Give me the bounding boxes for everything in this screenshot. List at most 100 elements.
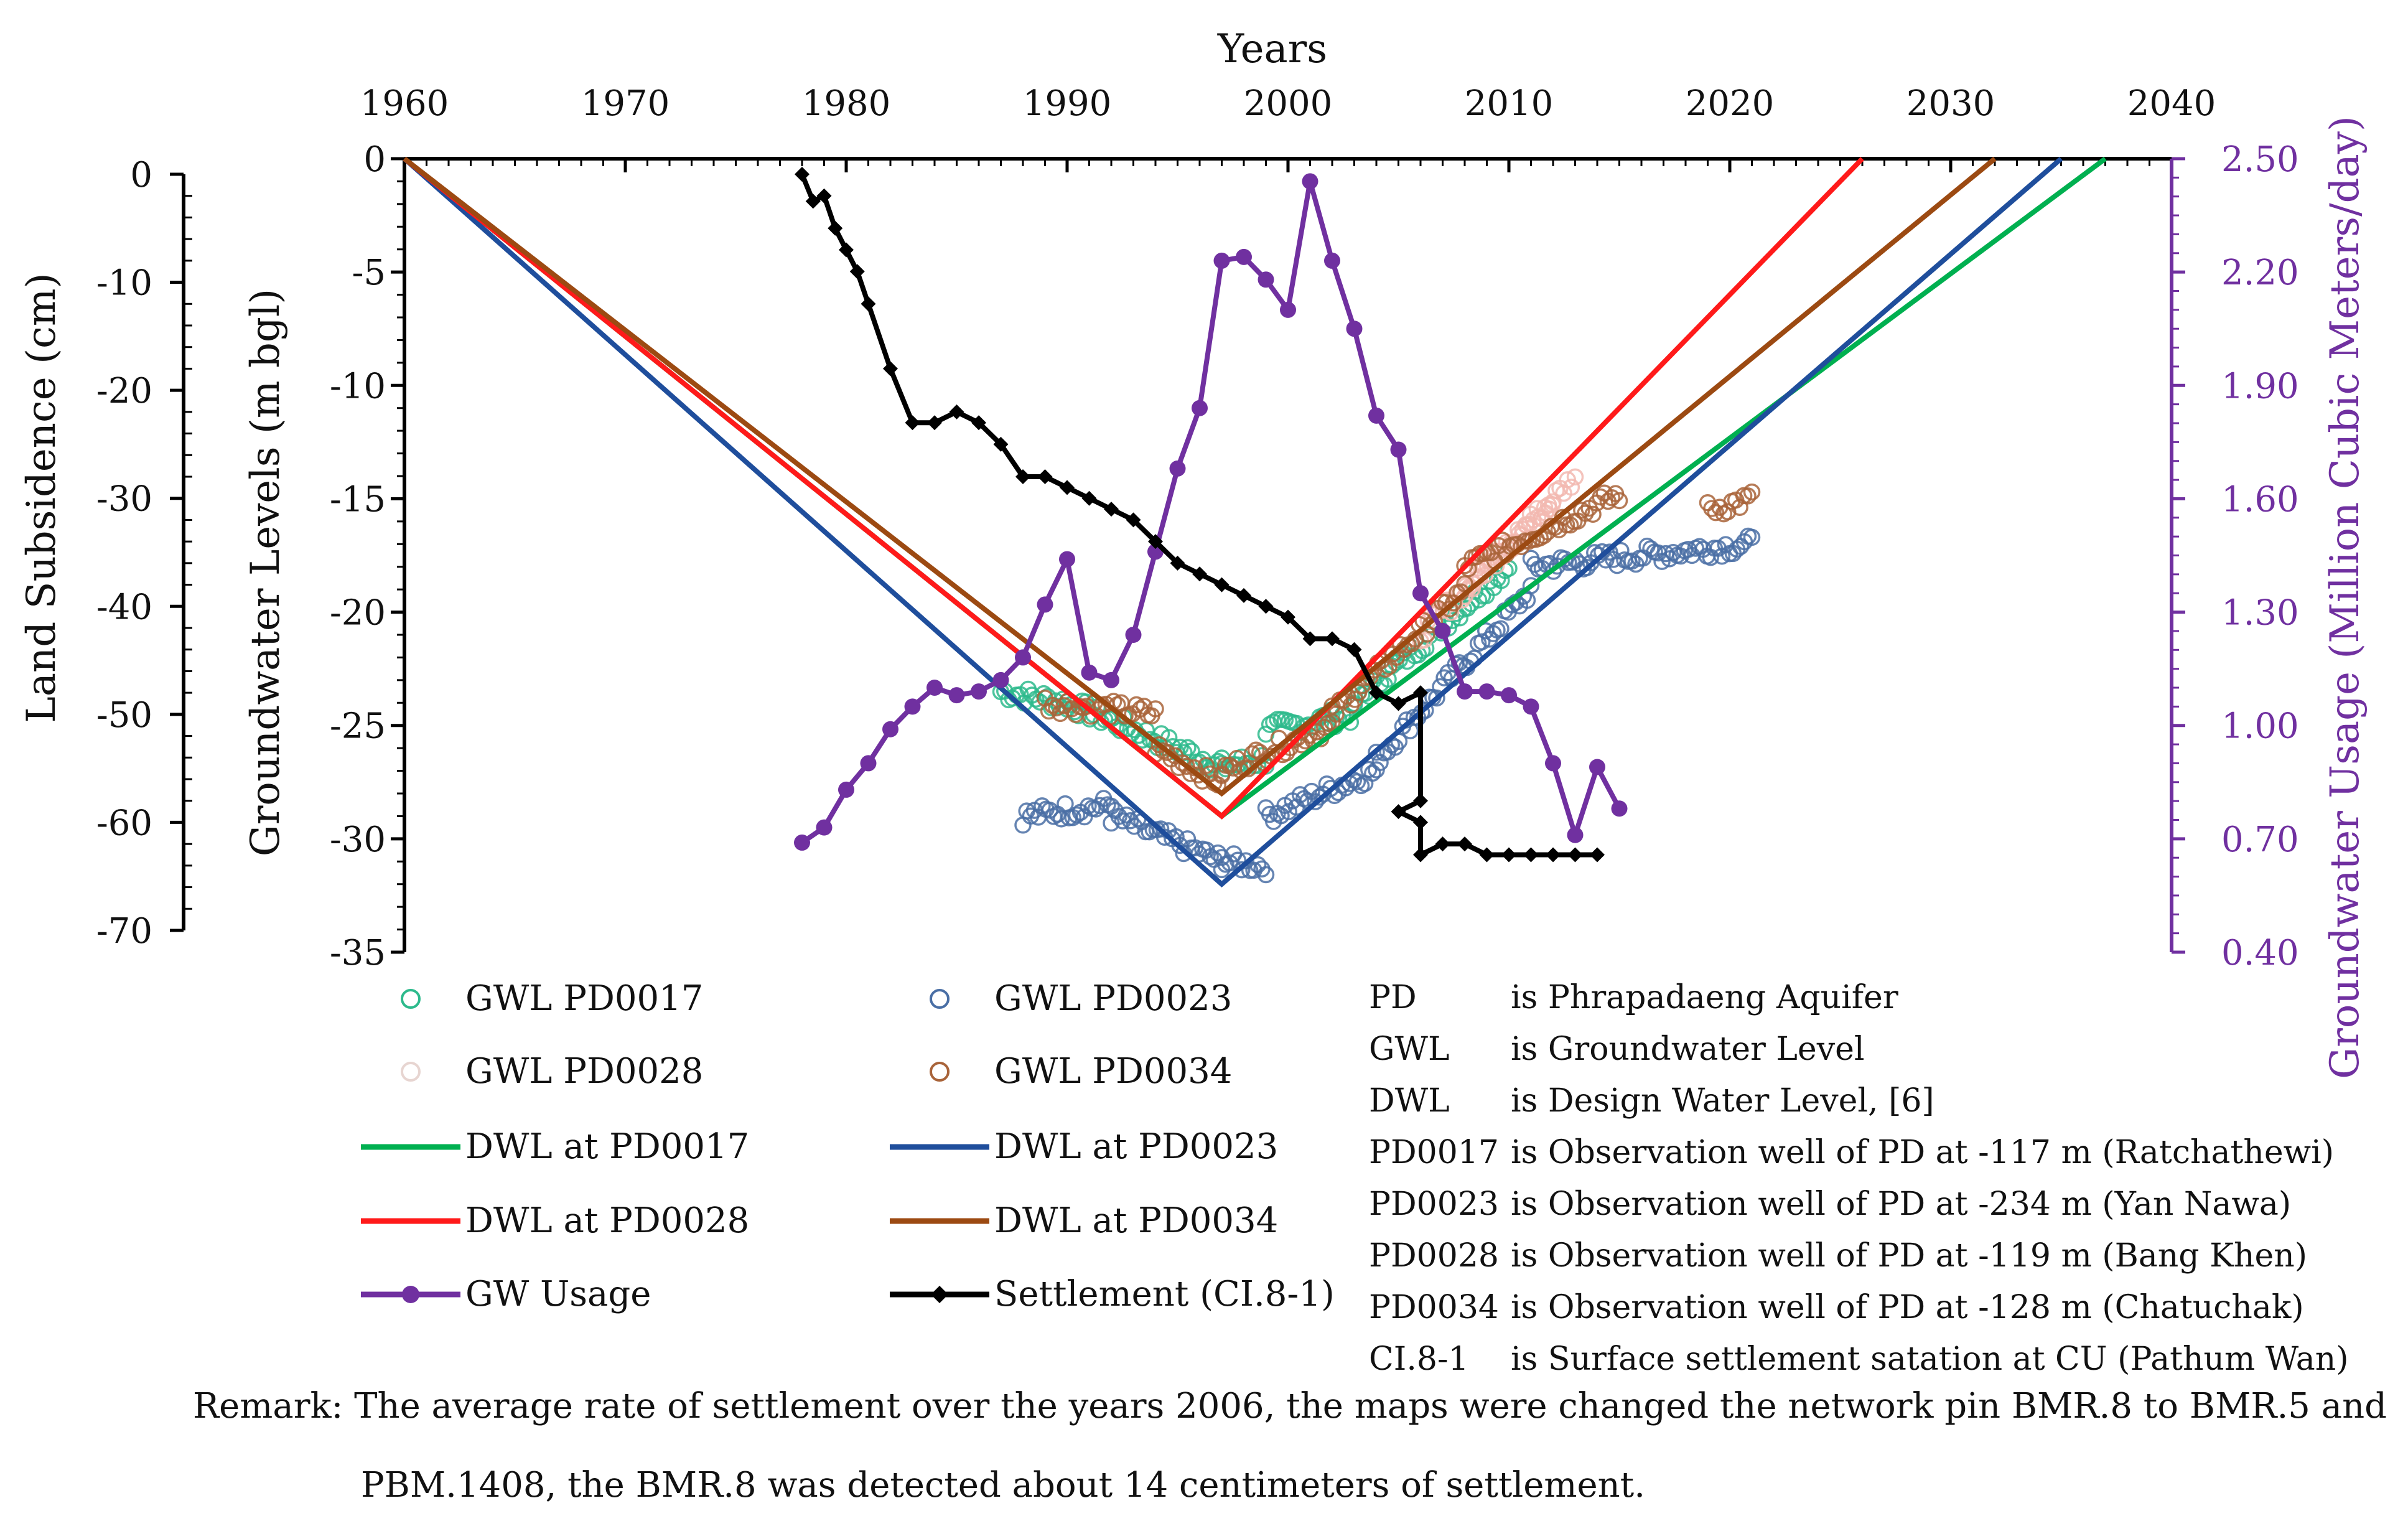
x-tick-label: 2000 [1244,83,1333,124]
gw-usage-point [1567,826,1584,843]
gw-usage-point [1169,460,1186,477]
legend-label: GWL PD0028 [465,1051,703,1092]
gwl-scatter-point [1110,807,1127,825]
settlement-point [883,361,898,377]
settlement-point [1590,847,1605,863]
legend-label: GWL PD0034 [994,1051,1232,1092]
gwl-scatter-point [1743,528,1761,546]
subsidence-tick-label: 0 [130,155,152,195]
gwl-scatter-point [1057,795,1074,813]
usage-tick-label: 1.00 [2221,706,2299,747]
gw-usage-point [1368,407,1384,424]
settlement-point [1060,480,1075,495]
usage-tick-label: 0.70 [2221,820,2299,860]
usage-tick-label: 2.50 [2221,139,2299,180]
settlement-point [1037,469,1053,484]
subsidence-axis: 0 -10 -20 -30 -40 -50 -60 -70 [96,155,192,952]
x-axis: 1960 1970 1980 1990 2000 2010 2020 2030 2040 [360,83,2216,172]
subsidence-tick-label: -20 [96,371,152,411]
gwl-scatter-point [1536,498,1554,517]
gwl-scatter-point [1522,577,1540,594]
gw-usage-point [1258,271,1274,288]
gwl-scatter-point [1739,487,1757,505]
settlement-point [1523,847,1539,863]
gw-usage-point [1346,321,1363,337]
dwl-lines-layer [403,156,2107,888]
x-tick-label: 2010 [1465,83,1554,124]
gw-usage-point [838,781,854,798]
abbreviation-text: is Groundwater Level [1511,1031,1864,1068]
gwl-tick-label: -35 [330,933,386,973]
settlement-point [805,194,821,209]
gw-usage-point [1015,649,1031,666]
settlement-point [1369,685,1384,701]
legend-circle-marker [930,1062,950,1082]
subsidence-tick-label: -60 [96,803,152,843]
settlement-point [828,220,843,236]
gwl-scatter-point [1610,492,1628,510]
remark-line-2: PBM.1408, the BMR.8 was detected about 1… [361,1465,1645,1505]
settlement-point [905,415,920,431]
x-tick-label: 1960 [360,83,449,124]
gwl-scatter-point [1492,620,1510,638]
gw-usage-point [1412,585,1429,602]
gwl-scatter-point [1524,511,1542,528]
gwl-tick-label: -20 [330,593,386,634]
usage-axis: 2.50 2.20 1.90 1.60 1.30 1.00 0.70 0.40 [2170,139,2299,973]
abbreviation-text: is Design Water Level, [6] [1511,1082,1934,1120]
abbreviation-text: is Observation well of PD at -128 m (Cha… [1511,1289,2304,1326]
gwl-tick-label: -5 [352,253,386,293]
legend-label: GWL PD0017 [465,978,703,1019]
abbreviation-text: is Observation well of PD at -234 m (Yan… [1511,1186,2291,1223]
gwl-scatter-point [1197,757,1215,774]
gw-usage-point [1081,664,1098,681]
gw-usage-point [1280,301,1296,318]
gwl-scatter-point [1623,552,1641,570]
gw-usage-point [1213,252,1230,269]
settlement-point [1501,847,1516,863]
gw-usage-point [1324,252,1340,269]
gwl-scatter-point [1566,468,1584,486]
subsidence-tick-label: -40 [96,587,152,627]
settlement-point [1567,847,1583,863]
gwl-scatter-point [1428,689,1445,707]
legend-label: DWL at PD0023 [994,1126,1278,1167]
gw-usage-point [794,834,810,851]
x-tick-label: 1970 [581,83,670,124]
gwl-scatter-point [1364,764,1381,782]
settlement-point [1214,577,1230,592]
gw-usage-point [1037,596,1053,613]
legend: GWL PD0017 GWL PD0023 GWL PD0028 GWL PD0034… [361,978,1335,1314]
legend-label: Settlement (CI.8-1) [994,1274,1335,1314]
abbreviation-key: CI.8-1 [1369,1341,1469,1378]
gwl-scatter-point [1577,504,1594,522]
settlement-point [1015,469,1030,484]
settlement-point [1391,804,1406,820]
settlement-point [1346,642,1362,657]
settlement-point [861,296,876,312]
gw-usage-point [882,721,898,737]
x-tick-label: 2040 [2127,83,2216,124]
settlement-point [1413,847,1428,863]
gwl-scatter-point [1743,483,1761,501]
settlement-point [1435,836,1450,852]
gwl-tick-label: -10 [330,366,386,406]
settlement-point [1413,815,1428,830]
gw-usage-line [800,180,1622,845]
settlement-point [1236,587,1251,603]
gw-usage-point [1103,672,1119,688]
gw-usage-point [1302,173,1318,190]
gwl-scatter-point [1562,479,1580,496]
usage-tick-label: 2.20 [2221,253,2299,293]
gwl-scatter-point [1719,503,1737,521]
settlement-point [1546,847,1561,863]
settlement-layer [795,167,1605,863]
abbreviation-list: PD is Phrapadaeng Aquifer GWL is Groundwate… [1369,979,2349,1378]
legend-label: DWL at PD0034 [994,1200,1278,1241]
subsidence-tick-label: -50 [96,695,152,736]
legend-circle-marker [401,989,421,1009]
gw-usage-point [1478,683,1495,700]
settlement-point [1413,685,1428,701]
abbreviation-key: GWL [1369,1031,1450,1068]
abbreviation-key: PD0017 [1369,1134,1499,1171]
